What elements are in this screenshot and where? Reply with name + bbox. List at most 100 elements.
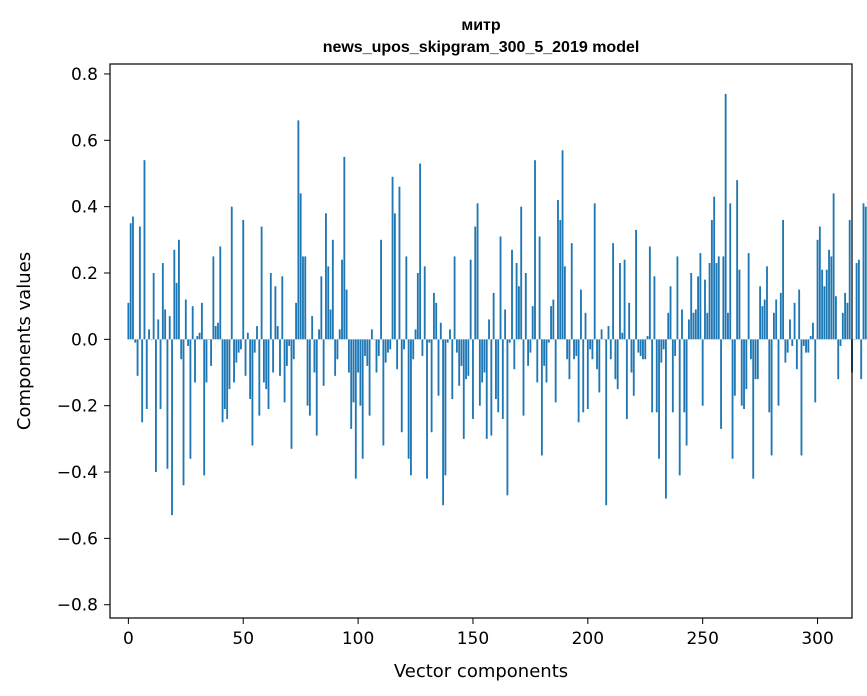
bar: [451, 339, 454, 400]
bar: [733, 339, 736, 396]
bar: [341, 259, 343, 340]
bar: [653, 276, 656, 340]
bar: [559, 219, 562, 340]
y-tick-label: −0.8: [57, 596, 98, 616]
bar: [191, 306, 194, 340]
bar: [490, 339, 493, 436]
bar: [798, 289, 801, 340]
bar: [407, 339, 410, 459]
bar: [329, 309, 332, 340]
bar: [481, 339, 484, 383]
bar: [469, 259, 472, 340]
bar: [421, 339, 424, 356]
bar: [752, 339, 755, 479]
bar: [531, 306, 534, 340]
bar: [426, 339, 428, 479]
y-axis-label: Components values: [14, 252, 35, 430]
bar: [476, 203, 479, 340]
bar: [196, 336, 199, 340]
bar: [550, 306, 552, 340]
bar: [529, 339, 532, 353]
bar: [251, 339, 254, 446]
bar: [515, 263, 518, 340]
bar: [129, 223, 132, 340]
bar: [325, 213, 327, 340]
bar: [662, 339, 665, 350]
bar: [605, 339, 608, 506]
bar: [763, 299, 766, 340]
bar: [706, 312, 709, 340]
bar: [807, 339, 810, 353]
bar: [648, 246, 651, 340]
bar: [835, 296, 837, 340]
chart-title-line2: news_upos_skipgram_300_5_2019 model: [323, 39, 640, 56]
bar: [194, 339, 196, 383]
bar: [488, 319, 490, 340]
x-tick-label: 300: [801, 629, 833, 649]
bar: [269, 272, 272, 340]
bar: [380, 239, 382, 340]
bar: [442, 339, 445, 506]
y-tick-label: 0.2: [71, 264, 98, 284]
bar: [793, 302, 796, 340]
bar: [860, 339, 863, 380]
bar: [260, 226, 263, 340]
bar: [805, 339, 807, 353]
bar: [377, 339, 380, 356]
bar: [396, 339, 399, 370]
x-tick-label: 0: [123, 629, 134, 649]
bar: [453, 256, 456, 340]
bar: [336, 339, 339, 360]
bar: [722, 256, 725, 340]
bar: [242, 219, 245, 340]
bar: [483, 339, 486, 373]
bar: [304, 256, 307, 340]
bar: [168, 316, 171, 340]
bar: [393, 213, 396, 340]
bar: [435, 302, 438, 340]
bar: [828, 249, 830, 340]
bar: [759, 286, 762, 340]
bar: [219, 246, 222, 340]
bar: [573, 339, 575, 360]
bar: [364, 339, 366, 356]
bar: [145, 339, 148, 409]
bar: [589, 339, 592, 350]
bar: [347, 339, 350, 373]
bar: [416, 272, 419, 340]
bar: [504, 309, 507, 340]
bar: [455, 339, 458, 353]
bar: [465, 339, 467, 380]
bar: [754, 339, 757, 380]
bar: [226, 339, 229, 419]
bar: [619, 263, 621, 340]
bar: [398, 186, 401, 340]
bar: [246, 332, 249, 340]
bar: [690, 272, 693, 340]
bar: [180, 339, 183, 360]
bar: [256, 326, 258, 340]
bar: [738, 269, 741, 340]
bar: [405, 256, 408, 340]
bar: [699, 253, 702, 340]
bar: [511, 249, 513, 340]
bar: [791, 339, 794, 346]
bar: [357, 339, 360, 373]
bar: [290, 339, 293, 449]
bar: [646, 336, 649, 340]
bar: [552, 299, 555, 340]
bar: [492, 292, 495, 340]
bar: [607, 326, 610, 340]
bar: [279, 339, 281, 376]
bar: [423, 266, 426, 340]
bar: [538, 236, 541, 340]
bar: [616, 339, 619, 390]
bar: [658, 339, 660, 459]
bar: [474, 226, 477, 340]
bar: [609, 339, 612, 360]
bar: [187, 339, 190, 346]
bar: [635, 229, 637, 340]
bar: [508, 339, 511, 343]
bar: [370, 329, 373, 340]
